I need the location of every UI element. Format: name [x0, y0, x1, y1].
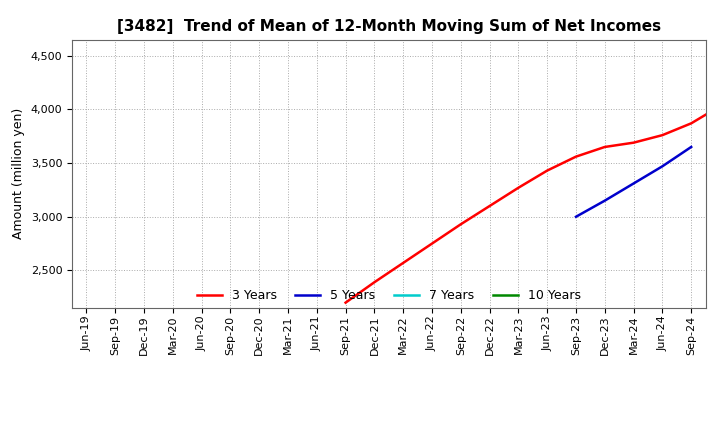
Y-axis label: Amount (million yen): Amount (million yen): [12, 108, 25, 239]
Legend: 3 Years, 5 Years, 7 Years, 10 Years: 3 Years, 5 Years, 7 Years, 10 Years: [192, 284, 586, 307]
Title: [3482]  Trend of Mean of 12-Month Moving Sum of Net Incomes: [3482] Trend of Mean of 12-Month Moving …: [117, 19, 661, 34]
